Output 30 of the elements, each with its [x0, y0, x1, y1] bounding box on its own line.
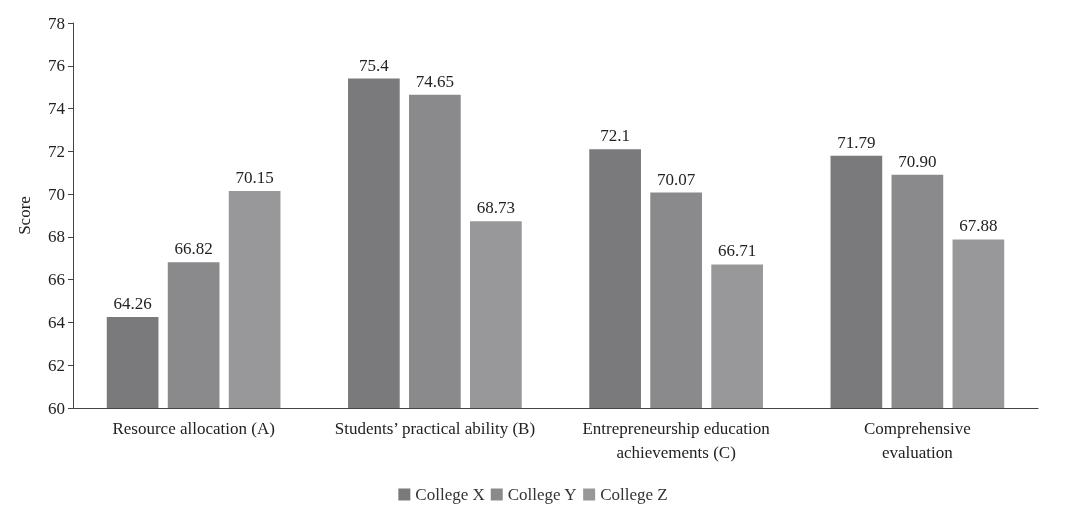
- data-label: 70.07: [657, 169, 696, 189]
- x-tick-label: Students’ practical ability (B): [334, 418, 536, 438]
- y-tick-label: 78: [48, 13, 65, 33]
- data-label: 68.73: [476, 198, 515, 218]
- y-tick-label: 72: [48, 141, 65, 161]
- y-tick-label: 66: [48, 270, 65, 290]
- data-label: 71.79: [837, 132, 876, 152]
- legend-label: College X: [415, 485, 485, 504]
- y-tick-label: 64: [48, 312, 66, 332]
- data-label: 70.15: [235, 167, 274, 187]
- y-tick-label: 62: [48, 355, 65, 375]
- x-tick-label: Entrepreneurship education achievements (C): [582, 418, 771, 462]
- data-label: 64.26: [113, 293, 152, 313]
- y-tick-label: 68: [48, 227, 65, 247]
- data-label: 75.4: [359, 55, 390, 75]
- data-label: 70.90: [898, 151, 937, 171]
- data-label: 66.71: [718, 241, 757, 261]
- data-label: 74.65: [415, 71, 454, 91]
- y-tick-label: 74: [48, 99, 66, 119]
- x-tick-label: Resource allocation (A): [112, 418, 275, 438]
- legend-label: College Z: [600, 485, 668, 504]
- x-tick-label: Comprehensive evaluation: [864, 418, 971, 462]
- legend-label: College Y: [507, 485, 577, 504]
- y-axis-title: Score: [15, 196, 34, 235]
- y-tick-label: 60: [48, 398, 65, 418]
- data-label: 67.88: [959, 216, 998, 236]
- data-label: 72.1: [600, 126, 630, 146]
- data-label: 66.82: [174, 239, 213, 259]
- y-tick-label: 76: [48, 56, 65, 76]
- y-tick-label: 70: [48, 184, 65, 204]
